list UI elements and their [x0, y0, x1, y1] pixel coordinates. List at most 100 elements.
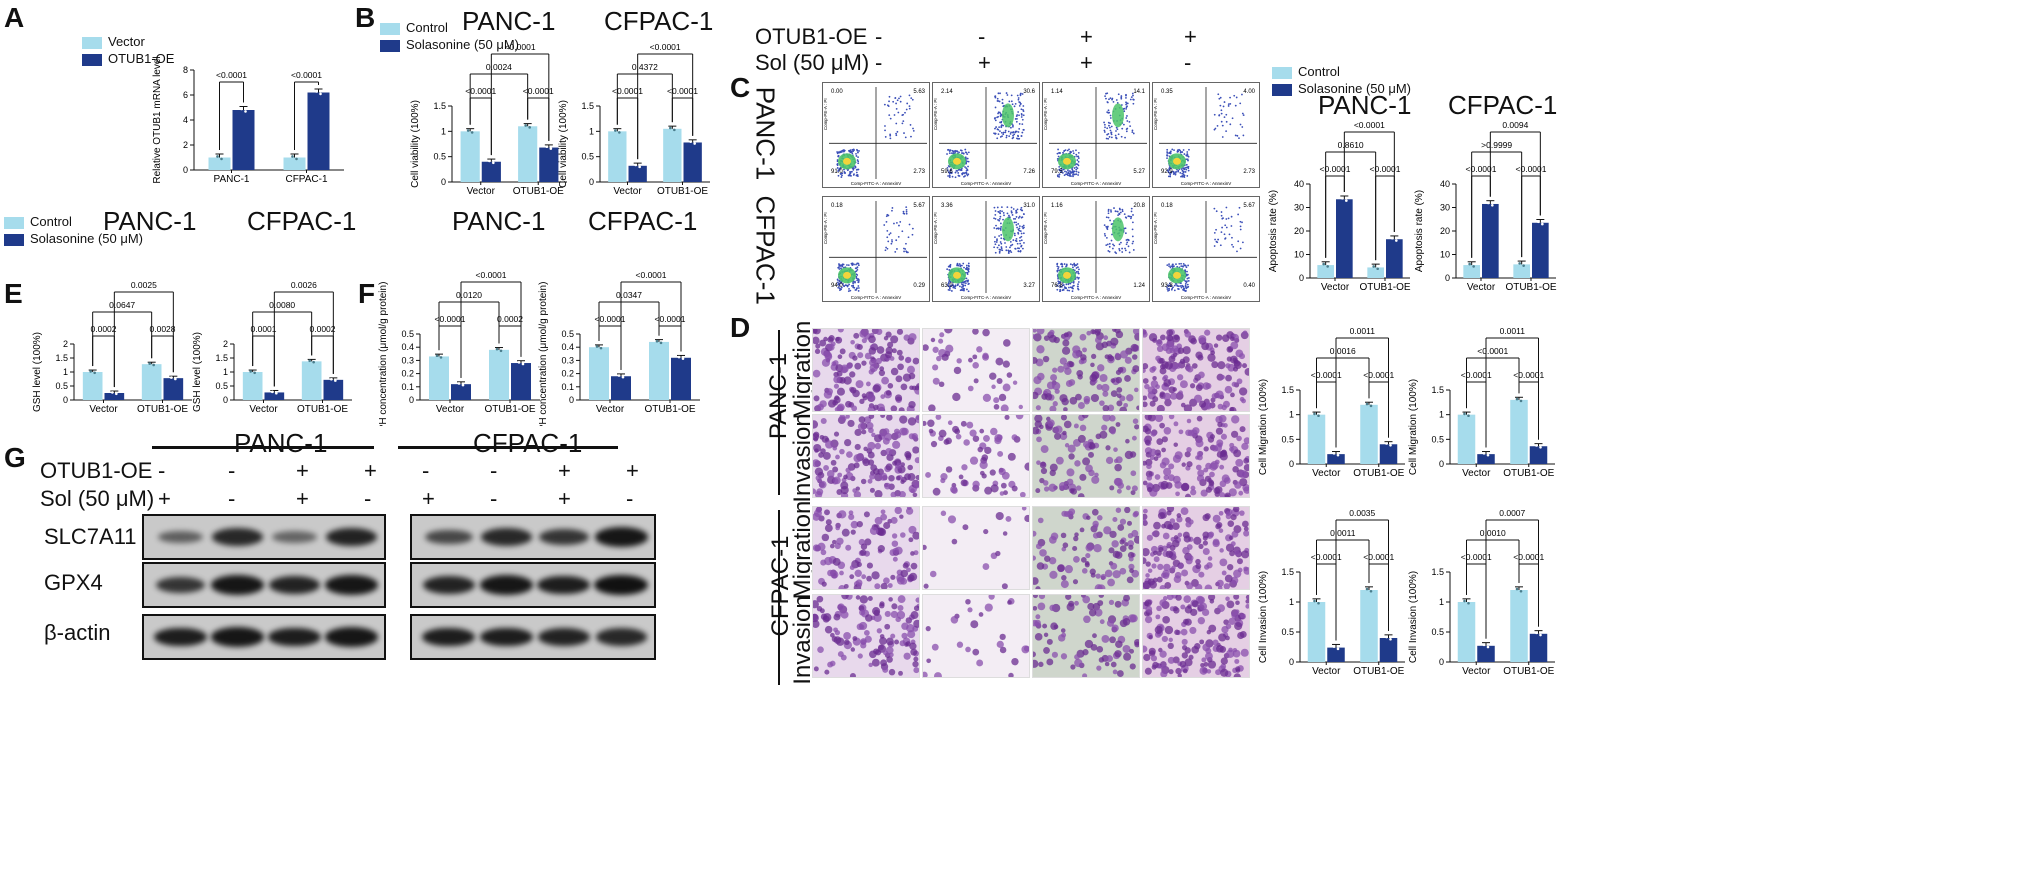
event-dot [1238, 137, 1240, 140]
legend-label: Control [1298, 64, 1340, 79]
wb-membrane [142, 614, 386, 660]
event-dot [1065, 171, 1068, 173]
cell-dot [1132, 365, 1139, 373]
cell-dot [870, 368, 876, 373]
event-dot [1119, 211, 1122, 214]
cell-dot [859, 609, 866, 616]
bar [242, 372, 263, 400]
cell-dot [1128, 563, 1135, 570]
y-tick-label: 0.2 [561, 369, 574, 379]
micrograph [1032, 414, 1140, 498]
cell-dot [1175, 363, 1182, 369]
cell-dot [818, 480, 827, 489]
event-dot [1019, 242, 1022, 245]
event-dot [1105, 236, 1108, 239]
y-tick-label: 10 [1440, 250, 1450, 260]
cell-dot [1209, 462, 1218, 471]
cell-dot [1200, 662, 1205, 668]
cell-dot [1044, 393, 1053, 401]
cell-dot [820, 549, 827, 556]
cell-dot [1152, 577, 1158, 583]
cell-dot [1202, 382, 1211, 390]
bar [1457, 414, 1476, 464]
event-dot [1018, 114, 1020, 117]
y-tick-label: 4 [183, 115, 188, 125]
event-dot [836, 164, 839, 167]
event-dot [966, 153, 969, 156]
cell-dot [1165, 550, 1174, 558]
cell-dot [1046, 658, 1054, 666]
event-dot [1002, 218, 1004, 221]
cell-dot [1183, 595, 1192, 603]
event-dot [893, 114, 896, 116]
cell-dot [1044, 555, 1051, 562]
event-dot [908, 107, 911, 110]
event-dot [946, 166, 949, 169]
cell-dot [1218, 510, 1224, 516]
cell-dot [817, 403, 824, 411]
p-value: 0.0120 [456, 290, 482, 300]
event-dot [1239, 228, 1242, 231]
cell-dot [1115, 507, 1122, 513]
data-point [244, 110, 247, 113]
event-dot [1125, 107, 1128, 110]
x-tick-label: OTUB1-OE [1505, 282, 1556, 293]
data-point [1467, 414, 1470, 418]
cell-dot [866, 393, 875, 402]
cell-dot [1038, 595, 1046, 600]
cell-dot [1074, 460, 1081, 467]
event-dot [1076, 263, 1079, 265]
cell-dot [1151, 531, 1157, 537]
event-dot [1107, 109, 1110, 112]
wb-protein-label: SLC7A11 [44, 524, 137, 549]
cell-dot [1243, 567, 1249, 575]
cell-dot [991, 384, 996, 390]
event-dot [1005, 246, 1008, 248]
cell-dot [1186, 544, 1193, 550]
wb-sign: - [158, 458, 166, 483]
event-dot [1168, 289, 1170, 292]
cell-dot [1054, 425, 1063, 434]
cell-dot [820, 417, 827, 425]
event-dot [1120, 96, 1123, 99]
cell-dot [910, 648, 918, 656]
cell-dot [898, 355, 905, 361]
event-dot [1069, 174, 1072, 177]
cell-dot [1049, 570, 1058, 579]
bar [1477, 645, 1495, 662]
event-dot [847, 290, 850, 293]
bar [1510, 399, 1528, 464]
event-dot [1221, 226, 1224, 229]
event-dot [1009, 246, 1011, 249]
event-dot [1067, 172, 1069, 175]
p-value: 0.0094 [1502, 120, 1528, 130]
event-dot [838, 263, 840, 265]
legend-swatch-dark [4, 233, 24, 246]
event-dot [1129, 125, 1132, 128]
event-dot [957, 264, 960, 267]
cell-dot [1000, 482, 1007, 489]
cell-dot [849, 673, 856, 677]
cell-dot [1183, 618, 1189, 625]
event-dot [1187, 280, 1190, 282]
cell-dot [1201, 608, 1210, 617]
cell-dot [1228, 617, 1236, 625]
event-dot [1126, 102, 1129, 105]
wb-sign: - [364, 486, 372, 511]
wb-band [155, 576, 206, 594]
cell-dot [966, 421, 974, 429]
cell-dot [853, 332, 860, 339]
event-dot [898, 97, 900, 100]
cell-dot [1153, 456, 1159, 461]
cell-dot [1182, 356, 1190, 364]
cell-dot [1144, 615, 1153, 624]
cell-dot [1211, 393, 1218, 400]
flow-row-label-cfpac: CFPAC-1 [750, 195, 781, 305]
event-dot [1014, 247, 1017, 250]
event-dot [852, 281, 854, 284]
cell-dot [885, 463, 893, 471]
event-dot [1125, 216, 1128, 219]
cell-dot [1226, 649, 1235, 658]
event-dot [846, 285, 849, 288]
cell-dot [923, 583, 929, 589]
